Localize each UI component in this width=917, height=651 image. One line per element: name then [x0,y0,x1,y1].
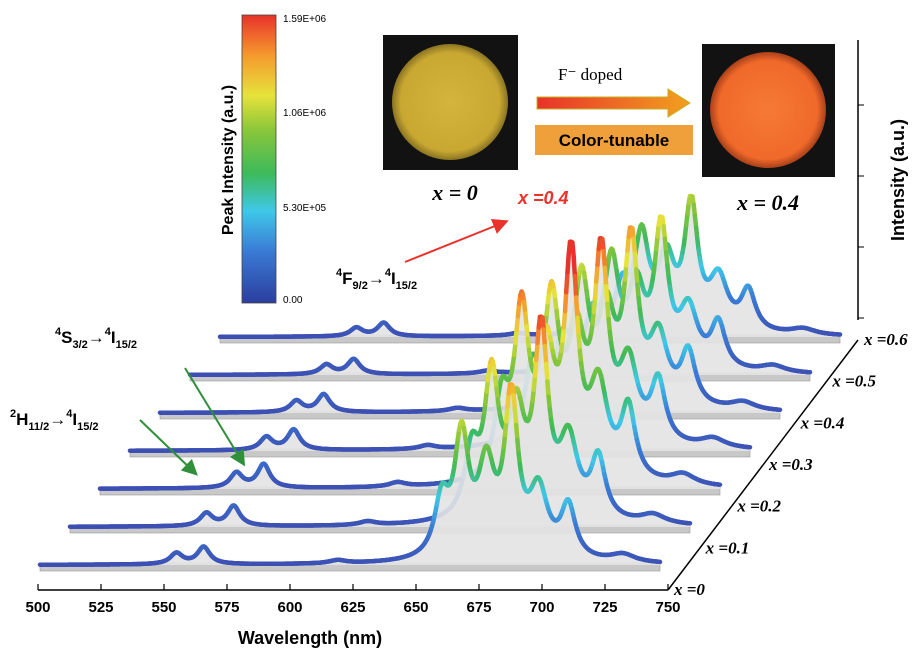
tunable-box [535,125,693,155]
series-line-segment [573,295,580,320]
series-line-segment [532,357,539,379]
annotation-f-transition: 4F9/2→4I15/2 x =0.4 [336,188,569,292]
series-line-segment [503,404,510,424]
x-tick-label: 550 [151,599,176,616]
doped-label: F⁻ doped [558,65,623,84]
series-line-segment [635,282,641,301]
x-tick-label: 650 [403,599,428,616]
colorbar: Peak Intensity (a.u.) 1.59E+06 1.06E+06 … [220,14,327,306]
tunable-label: Color-tunable [559,131,670,150]
left-sample-disc [392,44,508,160]
annotation-s-transition: 4S3/2→4I15/2 [55,326,246,467]
spectra-traces [37,193,843,572]
series-line-segment [623,248,630,268]
series-fill [220,196,840,337]
series-line-segment [632,251,639,272]
inset-samples: x = 0 x = 0.4 F⁻ doped Color-tunable [383,35,835,215]
series-line-segment [603,283,610,306]
colorbar-tick: 1.59E+06 [283,14,327,25]
right-sample-disc [710,52,826,168]
series-label: x =0.6 [863,330,908,349]
colorbar-tick: 5.30E+05 [283,203,327,214]
series-line-segment [545,379,551,399]
highlight-label: x =0.4 [517,188,569,208]
doping-arrow [536,88,691,118]
series-line-segment [622,263,629,282]
series-line-segment [571,254,578,279]
series-line-segment [513,422,520,443]
x-tick-label: 725 [592,599,617,616]
colorbar-label: Peak Intensity (a.u.) [220,85,237,235]
x-tick-label: 700 [529,599,554,616]
series-label: x =0 [673,580,705,599]
intensity-axis: Intensity (a.u.) [857,40,908,320]
right-sample-label: x = 0.4 [736,190,799,215]
series-line-segment [514,313,521,333]
series-line-segment [535,325,541,346]
series-line-segment [591,295,598,315]
series-line-segment [531,373,538,393]
series-line-segment [511,393,518,412]
series-line-segment [565,252,571,275]
intensity-axis-label: Intensity (a.u.) [888,119,908,241]
series-line-segment [602,265,609,289]
x-tick-label: 675 [466,599,491,616]
x-tick-label: 600 [277,599,302,616]
series-line-segment [562,290,569,314]
spectrum-series [37,382,663,572]
series-line-segment [541,327,548,349]
series-line-segment [542,343,549,367]
series-label: x =0.5 [831,372,876,391]
series-line-segment [575,315,581,338]
annotation-h-transition: 2H11/2→4I15/2 [10,408,198,476]
colorbar-tick: 0.00 [283,295,303,306]
svg-text:4S3/2→4I15/2: 4S3/2→4I15/2 [55,326,137,351]
series-fill [70,316,690,527]
series-label: x =0.2 [736,497,781,516]
series-line-segment [576,333,583,354]
series-line-segment [512,407,519,428]
svg-text:4F9/2→4I15/2: 4F9/2→4I15/2 [336,267,417,292]
left-sample-label: x = 0 [431,180,478,205]
spectrum-series [217,193,843,344]
x-tick-label: 500 [25,599,50,616]
x-axis-label: Wavelength (nm) [238,628,382,648]
series-fill [40,384,660,565]
colorbar-tick: 1.06E+06 [283,108,327,119]
series-line-segment [502,419,509,438]
series-line-segment [561,308,568,330]
series-line-segment [595,246,601,268]
series-line-segment [605,301,611,322]
x-tick-label: 625 [340,599,365,616]
series-line-segment [533,340,540,363]
series-line-segment [570,240,576,259]
series-line-segment [563,270,570,295]
series-line-segment [662,236,669,255]
series-line-segment [593,262,600,285]
svg-text:2H11/2→4I15/2: 2H11/2→4I15/2 [10,408,99,433]
series-line-segment [631,236,638,256]
series-line-segment [625,234,631,253]
series-line-segment [601,248,608,271]
x-tick-label: 525 [88,599,113,616]
series-line-segment [633,267,640,287]
x-axis: 500 525 550 575 600 625 650 675 700 725 750 Wavele… [25,584,681,648]
series-line-segment [572,273,579,300]
x-tick-label: 575 [214,599,239,616]
series-label: x =0.3 [768,455,813,474]
x-tick-label: 750 [655,599,680,616]
series-line-segment [592,279,599,301]
series-label: x =0.4 [800,413,845,432]
series-label: x =0.1 [705,538,750,557]
series-line-segment [543,361,550,384]
depth-axis [667,339,859,591]
